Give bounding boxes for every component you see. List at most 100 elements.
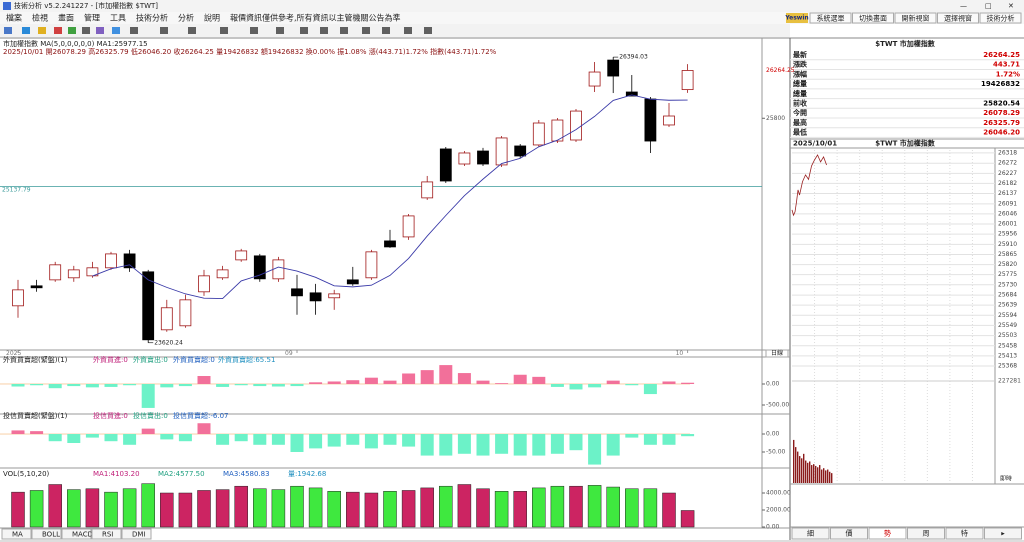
high-label: 26394.03: [619, 54, 648, 61]
bar: [160, 492, 174, 528]
bar: [439, 365, 453, 384]
bar: [104, 491, 118, 528]
intraday-date: 2025/10/01: [793, 140, 837, 148]
menu-item[interactable]: 工具: [110, 14, 126, 23]
bar: [569, 434, 583, 451]
top-button-label[interactable]: 切換畫面: [859, 14, 887, 23]
bar: [793, 439, 795, 483]
reference-label: 25137.79: [2, 186, 31, 193]
legend-item: 量:1942.68: [288, 470, 326, 478]
bar: [327, 381, 341, 384]
side-tab-label[interactable]: 細: [807, 529, 814, 538]
side-tab[interactable]: [830, 527, 868, 540]
bar: [476, 380, 490, 384]
menu-item[interactable]: 技術分析: [136, 13, 168, 23]
top-button-label[interactable]: 選擇視窗: [944, 14, 972, 23]
intraday-title: $TWT 市加權指數: [875, 139, 935, 148]
top-button-label[interactable]: 技術分析: [987, 14, 1015, 23]
side-tab[interactable]: [791, 527, 830, 540]
side-tab[interactable]: [945, 527, 984, 540]
bar: [253, 488, 267, 528]
side-tab[interactable]: [868, 527, 907, 540]
panel-title: 外資買賣超(緊盤)(1): [3, 355, 68, 364]
side-tab-label[interactable]: ▸: [1001, 530, 1005, 538]
bar: [402, 434, 416, 447]
top-button[interactable]: [979, 12, 1022, 24]
close[interactable]: ✕: [1008, 2, 1014, 10]
maximize[interactable]: □: [985, 2, 992, 10]
indicator-tab-label[interactable]: MACD: [72, 531, 93, 539]
bar: [309, 382, 323, 384]
candle-body: [123, 253, 136, 269]
ma-line: [92, 94, 688, 300]
candle-body: [607, 59, 620, 77]
bar: [797, 451, 799, 483]
candle-body: [105, 253, 117, 269]
low-label: 23620.24: [154, 339, 183, 346]
candle-body: [402, 215, 415, 238]
menu-item[interactable]: 分析: [178, 13, 194, 23]
indicator-tab-label[interactable]: MA: [12, 531, 23, 539]
menu-item[interactable]: 管理: [84, 13, 100, 23]
menu-item[interactable]: 檔案: [6, 13, 22, 23]
indicator-tab[interactable]: [121, 528, 152, 540]
top-button[interactable]: [937, 12, 979, 24]
bar: [817, 467, 819, 483]
period-label: 即時: [1000, 475, 1012, 483]
menu-item[interactable]: 檢視: [32, 13, 48, 23]
bar: [327, 434, 341, 447]
bar: [309, 434, 323, 449]
bar: [85, 434, 99, 438]
bar: [216, 434, 230, 445]
candle-body: [644, 98, 657, 142]
menu-item[interactable]: 畫面: [58, 13, 74, 23]
top-button[interactable]: [894, 12, 937, 24]
indicator-tab-label[interactable]: RSI: [102, 531, 113, 539]
menu-item[interactable]: 說明: [204, 13, 220, 23]
info-label: 最新: [793, 50, 807, 59]
side-tab-label[interactable]: 特: [961, 529, 968, 538]
indicator-tab[interactable]: [1, 528, 32, 540]
indicator-tab[interactable]: [61, 528, 92, 540]
bar: [85, 488, 100, 528]
info-label: 最高: [793, 118, 807, 127]
bar: [662, 434, 676, 445]
top-button-label[interactable]: 開新視窗: [902, 14, 930, 23]
indicator-tab-label[interactable]: BOLL: [42, 531, 60, 539]
bar: [799, 456, 801, 483]
price-line: [791, 154, 827, 217]
bar: [11, 491, 25, 528]
menu-item[interactable]: 報價資訊僅供參考,所有資訊以主管機關公告為準: [230, 13, 401, 23]
bar: [819, 465, 821, 483]
candle-body: [421, 181, 434, 199]
candle-body: [570, 110, 582, 141]
top-button[interactable]: [809, 12, 852, 24]
side-tab-label[interactable]: 價: [846, 529, 853, 538]
minimize[interactable]: —: [960, 2, 967, 10]
indicator-tab[interactable]: [31, 528, 62, 540]
y-tick-label: 0.00: [766, 431, 780, 438]
bar: [234, 383, 248, 386]
top-button-label[interactable]: 系統選單: [817, 14, 845, 23]
side-tab[interactable]: [907, 527, 945, 540]
info-label: 漲跌: [793, 60, 808, 69]
side-tab-label[interactable]: 勢: [884, 529, 891, 538]
indicator-tab[interactable]: [91, 528, 122, 540]
bar: [420, 434, 434, 456]
bar: [801, 458, 803, 483]
bar: [30, 431, 44, 435]
candle-body: [49, 264, 62, 281]
side-tab-label[interactable]: 周: [923, 530, 930, 538]
top-button[interactable]: [852, 12, 894, 24]
info-label: 前收: [793, 99, 808, 108]
x-tick-label: 09: [285, 350, 293, 357]
candle-body: [365, 251, 378, 279]
legend-item: 投信買進:0: [93, 411, 128, 420]
bar: [85, 383, 99, 388]
bar: [271, 489, 286, 528]
bar: [815, 465, 817, 483]
bar: [234, 434, 248, 442]
indicator-tab-label[interactable]: DMI: [132, 531, 146, 539]
side-tab[interactable]: [984, 527, 1022, 540]
candle-body: [495, 137, 508, 166]
